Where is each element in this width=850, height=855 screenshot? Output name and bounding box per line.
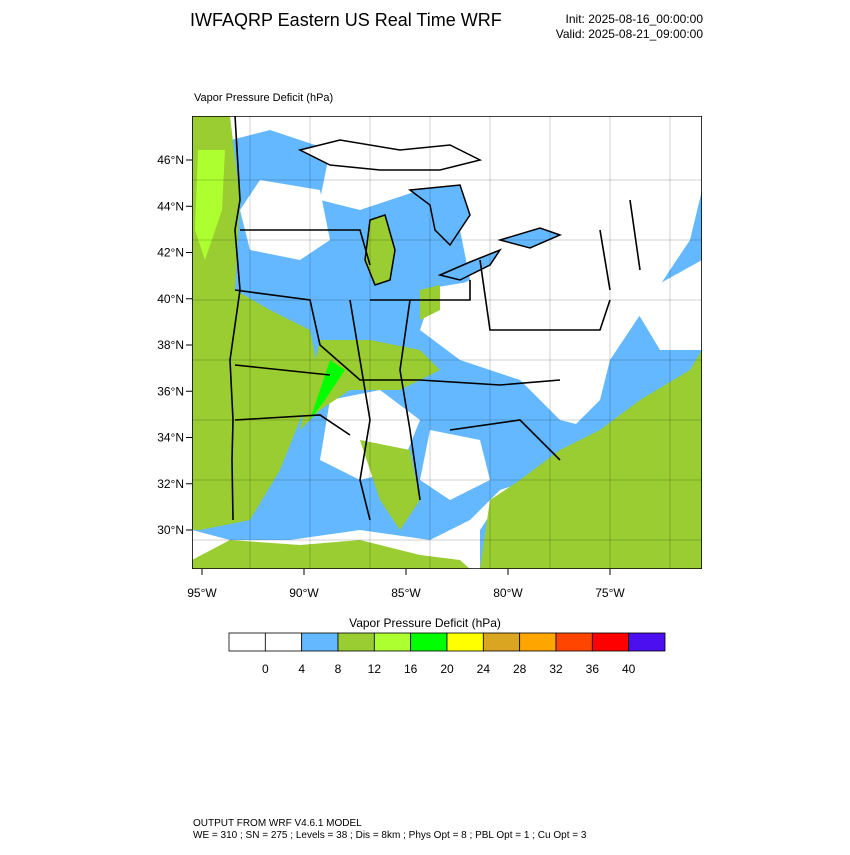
colorbar-tick-label: 32: [549, 662, 563, 676]
lat-label: 34°N: [157, 431, 184, 445]
title: IWFAQRP Eastern US Real Time WRF: [190, 10, 502, 30]
colorbar-box: [337, 632, 375, 652]
colorbar-box: [410, 632, 448, 652]
colorbar-tick-label: 16: [404, 662, 418, 676]
lat-label: 46°N: [157, 153, 184, 167]
colorbar-box: [264, 632, 303, 652]
map-label: Vapor Pressure Deficit (hPa): [194, 92, 333, 104]
lon-label: 90°W: [289, 586, 319, 600]
lon-label: 95°W: [187, 586, 217, 600]
colorbar-box: [228, 632, 266, 652]
colorbar-box: [301, 632, 339, 652]
init-time: Init: 2025-08-16_00:00:00: [566, 12, 704, 26]
colorbar-box: [519, 632, 557, 652]
colorbar-box: [446, 632, 484, 652]
lon-label: 80°W: [493, 586, 523, 600]
lon-label: 85°W: [391, 586, 421, 600]
lat-label: 32°N: [157, 477, 184, 491]
colorbar-tick-label: 28: [513, 662, 527, 676]
colorbar-tick-label: 20: [440, 662, 454, 676]
lat-label: 38°N: [157, 338, 184, 352]
colorbar-box: [482, 632, 521, 652]
lat-label: 42°N: [157, 246, 184, 260]
map: [192, 116, 702, 569]
lat-label: 40°N: [157, 292, 184, 306]
colorbar-box: [591, 632, 630, 652]
footer-line: WE = 310 ; SN = 275 ; Levels = 38 ; Dis …: [193, 830, 587, 841]
lon-label: 75°W: [595, 586, 625, 600]
lat-label: 44°N: [157, 199, 184, 213]
colorbar-box: [555, 632, 593, 652]
colorbar-tick-label: 12: [368, 662, 382, 676]
lat-label: 30°N: [157, 523, 184, 537]
colorbar-box: [628, 632, 666, 652]
colorbar-tick-label: 40: [622, 662, 636, 676]
colorbar-title: Vapor Pressure Deficit (hPa): [349, 616, 501, 630]
valid-time: Valid: 2025-08-21_09:00:00: [556, 27, 704, 41]
colorbar-tick-label: 4: [298, 662, 305, 676]
colorbar-box: [373, 632, 412, 652]
colorbar-tick-label: 8: [335, 662, 342, 676]
colorbar-tick-label: 0: [262, 662, 269, 676]
colorbar-tick-label: 36: [586, 662, 600, 676]
lat-label: 36°N: [157, 384, 184, 398]
colorbar-tick-label: 24: [477, 662, 491, 676]
footer-line: OUTPUT FROM WRF V4.6.1 MODEL: [193, 818, 362, 829]
